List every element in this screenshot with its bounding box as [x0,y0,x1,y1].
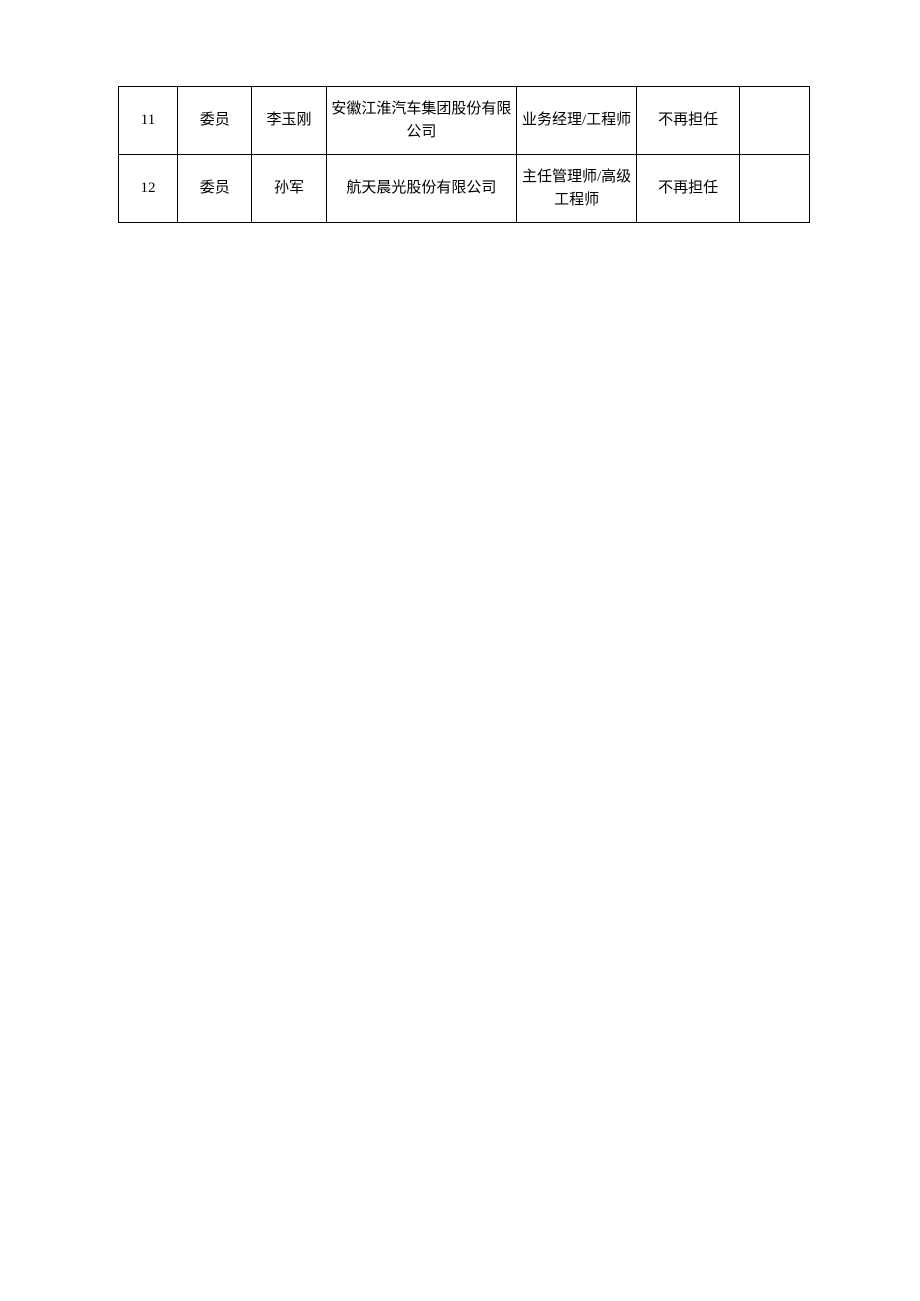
cell-num: 11 [119,87,178,155]
cell-company: 安徽江淮汽车集团股份有限公司 [326,87,516,155]
cell-role: 委员 [178,87,252,155]
cell-name: 李玉刚 [252,87,326,155]
committee-table: 11 委员 李玉刚 安徽江淮汽车集团股份有限公司 业务经理/工程师 不再担任 1… [118,86,810,223]
cell-name: 孙军 [252,155,326,223]
cell-status: 不再担任 [637,155,740,223]
cell-position: 业务经理/工程师 [516,87,636,155]
page-container: 11 委员 李玉刚 安徽江淮汽车集团股份有限公司 业务经理/工程师 不再担任 1… [0,0,920,223]
table-row: 12 委员 孙军 航天晨光股份有限公司 主任管理师/高级工程师 不再担任 [119,155,810,223]
cell-position: 主任管理师/高级工程师 [516,155,636,223]
cell-num: 12 [119,155,178,223]
cell-remark [739,155,809,223]
cell-status: 不再担任 [637,87,740,155]
cell-company: 航天晨光股份有限公司 [326,155,516,223]
table-row: 11 委员 李玉刚 安徽江淮汽车集团股份有限公司 业务经理/工程师 不再担任 [119,87,810,155]
cell-remark [739,87,809,155]
cell-role: 委员 [178,155,252,223]
